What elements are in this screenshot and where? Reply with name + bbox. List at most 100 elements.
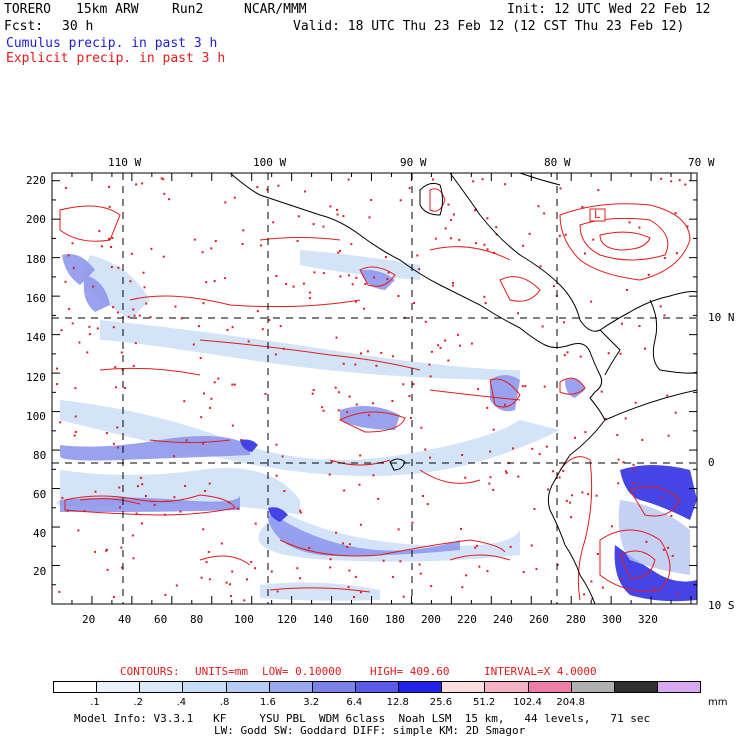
precip-speck <box>409 416 412 419</box>
precip-speck <box>632 482 635 484</box>
precip-speck <box>355 300 357 303</box>
precip-speck <box>574 436 576 439</box>
model-info-line2: LW: Godd SW: Goddard DIFF: simple KM: 2D… <box>214 724 526 737</box>
precip-speck <box>464 476 467 479</box>
colorbar-label: 51.2 <box>473 697 496 708</box>
precip-speck <box>64 280 67 283</box>
precip-speck <box>545 445 548 448</box>
colorbar-label: .2 <box>133 697 143 708</box>
colorbar-swatch <box>398 682 442 692</box>
precip-speck <box>670 180 673 183</box>
precip-speck <box>336 213 339 216</box>
precip-speck <box>164 593 167 596</box>
precip-speck <box>94 550 97 553</box>
precip-speck <box>342 362 345 365</box>
precip-speck <box>347 274 350 277</box>
precip-speck <box>371 402 374 405</box>
precip-speck <box>512 447 514 450</box>
precip-speck <box>60 329 63 332</box>
precip-speck <box>136 485 139 488</box>
precip-speck <box>74 431 77 433</box>
precip-speck <box>452 213 455 216</box>
precip-speck <box>434 237 437 240</box>
precip-speck <box>138 314 141 317</box>
precip-speck <box>224 201 227 204</box>
precip-speck <box>641 438 644 441</box>
precip-speck <box>202 528 205 531</box>
colorbar-swatch <box>96 682 140 692</box>
precip-speck <box>299 511 302 514</box>
bottom-x-label: 100 <box>234 613 254 626</box>
precip-speck <box>112 326 115 329</box>
precip-speck <box>587 493 590 496</box>
precip-speck <box>364 283 367 285</box>
precip-speck <box>67 254 70 257</box>
precip-speck <box>481 178 484 181</box>
precip-speck <box>437 344 440 347</box>
precip-speck <box>667 434 670 437</box>
precip-speck <box>617 458 620 461</box>
precip-speck <box>677 593 680 596</box>
precip-speck <box>360 352 362 355</box>
precip-speck <box>533 508 536 510</box>
precip-speck <box>372 474 375 477</box>
precip-speck <box>619 352 622 355</box>
precip-speck <box>299 577 302 580</box>
model-resolution: 15km ARW <box>76 2 139 17</box>
precip-speck <box>168 198 171 201</box>
precip-speck <box>132 557 135 560</box>
precip-speck <box>203 392 205 395</box>
right-lat-label: 0 <box>708 456 715 469</box>
latlon-grid <box>52 173 697 604</box>
left-y-label: 140 <box>26 331 46 344</box>
precip-speck <box>458 238 461 241</box>
precip-speck <box>231 424 234 427</box>
precip-speck <box>299 509 302 512</box>
precip-speck <box>72 266 75 269</box>
precip-speck <box>412 383 415 386</box>
precip-speck <box>486 570 489 573</box>
precip-speck <box>470 342 473 345</box>
precip-speck <box>180 317 183 320</box>
precip-speck <box>465 574 468 577</box>
colorbar-swatch <box>139 682 183 692</box>
precip-speck <box>537 205 540 208</box>
precip-speck <box>192 343 195 346</box>
precip-speck <box>207 551 210 553</box>
precip-speck <box>174 305 177 308</box>
precip-speck <box>59 421 62 424</box>
colorbar-swatch <box>354 682 399 692</box>
precip-speck <box>149 316 152 319</box>
precip-speck <box>351 283 354 286</box>
precip-speck <box>552 285 555 288</box>
precip-speck <box>117 266 120 269</box>
precip-speck <box>408 395 411 398</box>
colorbar-label: .4 <box>176 697 187 708</box>
precip-speck <box>150 247 153 250</box>
precip-speck <box>129 280 132 283</box>
precip-speck <box>660 496 663 499</box>
precip-speck <box>346 546 349 548</box>
precip-speck <box>402 595 405 598</box>
left-y-label: 100 <box>26 410 46 423</box>
precip-speck <box>312 389 315 391</box>
precip-speck <box>450 219 453 222</box>
precip-speck <box>486 217 489 220</box>
precip-speck <box>590 300 593 303</box>
precip-speck <box>302 282 305 285</box>
precip-speck <box>570 516 573 519</box>
legend-cumulus: Cumulus precip. in past 3 h <box>6 36 218 51</box>
precip-speck <box>348 543 351 546</box>
precip-speck <box>459 344 461 347</box>
precip-speck <box>160 177 163 180</box>
precip-speck <box>270 570 273 573</box>
colorbar-swatch <box>268 682 312 692</box>
precip-speck <box>472 180 475 183</box>
precip-speck <box>504 470 507 473</box>
precip-speck <box>493 251 496 254</box>
precip-speck <box>164 513 167 516</box>
precip-speck <box>71 322 74 325</box>
colorbar-label: 12.8 <box>386 697 409 708</box>
precip-speck <box>558 476 561 479</box>
precip-speck <box>477 388 479 390</box>
